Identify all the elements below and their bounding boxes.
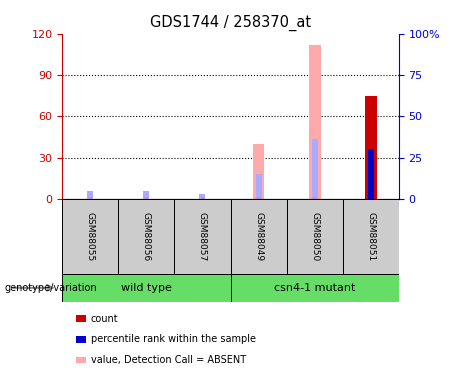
Text: wild type: wild type	[121, 283, 172, 293]
Text: GSM88055: GSM88055	[86, 211, 95, 261]
Text: percentile rank within the sample: percentile rank within the sample	[91, 334, 256, 344]
Text: GSM88057: GSM88057	[198, 211, 207, 261]
Text: GSM88049: GSM88049	[254, 211, 263, 261]
Bar	[62, 274, 230, 302]
Bar	[255, 174, 261, 199]
Bar	[145, 196, 148, 199]
Text: genotype/variation: genotype/variation	[5, 283, 97, 293]
Bar	[230, 199, 287, 274]
Bar	[118, 199, 174, 274]
Bar	[200, 194, 206, 199]
Text: GSM88050: GSM88050	[310, 211, 319, 261]
Bar	[62, 199, 118, 274]
Bar	[343, 199, 399, 274]
Text: GSM88056: GSM88056	[142, 211, 151, 261]
Bar	[143, 190, 149, 199]
Title: GDS1744 / 258370_at: GDS1744 / 258370_at	[150, 15, 311, 31]
Bar	[257, 196, 260, 199]
Text: csn4-1 mutant: csn4-1 mutant	[274, 283, 355, 293]
Bar	[313, 196, 316, 199]
Bar	[145, 196, 148, 199]
Text: count: count	[91, 314, 118, 324]
Bar	[309, 45, 320, 199]
Bar	[89, 196, 92, 199]
Bar	[365, 96, 377, 199]
Bar	[287, 199, 343, 274]
Text: value, Detection Call = ABSENT: value, Detection Call = ABSENT	[91, 355, 246, 365]
Bar	[87, 190, 93, 199]
Text: GSM88051: GSM88051	[366, 211, 375, 261]
Bar	[89, 196, 92, 199]
Bar	[253, 144, 265, 199]
Bar	[201, 196, 204, 199]
Bar	[174, 199, 230, 274]
Bar	[257, 196, 260, 199]
Bar	[313, 196, 316, 199]
Bar	[230, 274, 399, 302]
Bar	[368, 149, 374, 199]
Bar	[201, 196, 204, 199]
Bar	[312, 140, 318, 199]
